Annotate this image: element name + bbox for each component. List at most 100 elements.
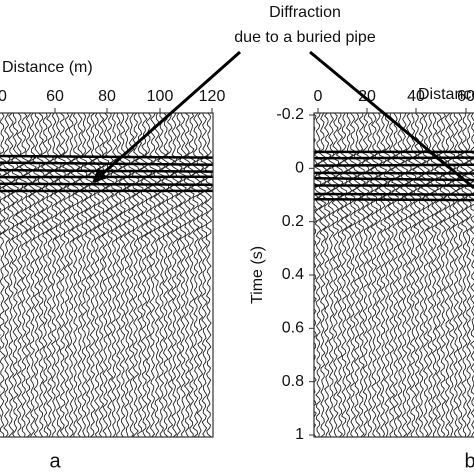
reflector — [314, 192, 474, 196]
x-tick-label: 0 — [314, 88, 323, 105]
trace — [2, 113, 12, 437]
trace — [138, 113, 150, 437]
trace — [369, 113, 379, 437]
trace — [57, 113, 67, 437]
trace — [394, 113, 406, 437]
trace — [36, 113, 46, 437]
trace — [459, 113, 470, 437]
trace — [411, 113, 423, 437]
y-tick-label: 0.6 — [282, 320, 304, 337]
trace — [44, 113, 55, 437]
trace — [390, 113, 401, 437]
x-axis-title: Distance (m) — [2, 59, 93, 76]
trace — [399, 113, 410, 437]
trace — [74, 113, 85, 437]
trace — [417, 113, 427, 437]
x-tick-label: 60 — [46, 88, 64, 105]
trace — [403, 113, 414, 437]
trace — [317, 113, 328, 437]
trace — [382, 113, 392, 437]
arrowhead — [92, 168, 108, 183]
trace — [339, 113, 349, 437]
y-axis-title: Time (s) — [249, 246, 266, 304]
trace — [351, 113, 363, 437]
trace — [79, 113, 89, 437]
x-axis-title: Distance (m) — [418, 86, 474, 103]
trace — [160, 113, 171, 437]
trace — [434, 113, 445, 437]
trace — [91, 113, 102, 437]
trace — [347, 113, 358, 437]
traces-b — [314, 113, 474, 437]
x-tick-label: 100 — [147, 88, 174, 105]
trace — [5, 113, 16, 437]
trace — [321, 113, 332, 437]
trace — [53, 113, 63, 437]
trace — [96, 113, 107, 437]
plot-frame-a — [0, 112, 214, 438]
y-tick-label: 0.2 — [282, 213, 304, 230]
trace — [18, 113, 30, 437]
trace — [152, 113, 163, 437]
trace — [164, 113, 176, 437]
trace — [122, 113, 132, 437]
trace — [447, 113, 457, 437]
trace — [134, 113, 146, 437]
trace — [314, 113, 324, 437]
trace — [105, 113, 115, 437]
trace — [373, 113, 384, 437]
trace — [169, 113, 180, 437]
trace — [425, 113, 436, 437]
trace — [378, 113, 388, 437]
annotation-line: Diffraction — [269, 4, 341, 21]
trace — [174, 113, 184, 437]
trace — [182, 113, 192, 437]
trace — [314, 113, 319, 437]
trace — [109, 113, 119, 437]
x-tick-label: 80 — [98, 88, 116, 105]
reflector — [314, 197, 474, 202]
trace — [437, 113, 448, 437]
trace — [31, 113, 42, 437]
trace — [126, 113, 137, 437]
reflector — [314, 156, 474, 160]
y-tick-label: 0.4 — [282, 266, 304, 283]
y-tick-label: -0.2 — [276, 106, 304, 123]
reflector — [0, 182, 213, 187]
y-tick-label: 0 — [295, 160, 304, 177]
reflector — [314, 177, 474, 182]
trace — [326, 113, 336, 437]
trace — [455, 113, 466, 437]
trace — [365, 113, 375, 437]
reflector — [0, 161, 213, 167]
trace — [156, 113, 167, 437]
trace — [468, 113, 474, 437]
trace — [14, 113, 25, 437]
trace — [131, 113, 141, 437]
trace — [186, 113, 196, 437]
trace — [330, 113, 340, 437]
reflector — [314, 163, 474, 167]
trace — [195, 113, 206, 437]
trace — [0, 113, 8, 437]
trace — [65, 113, 76, 437]
trace — [40, 113, 51, 437]
trace — [335, 113, 345, 437]
y-tick-label: 0.8 — [282, 373, 304, 390]
panel-label: a — [49, 450, 61, 472]
y-tick-label: 1 — [295, 426, 304, 443]
trace — [88, 113, 98, 437]
trace — [48, 113, 59, 437]
trace — [190, 113, 201, 437]
trace — [113, 113, 123, 437]
trace — [356, 113, 366, 437]
trace — [464, 113, 474, 437]
trace — [117, 113, 128, 437]
trace — [178, 113, 188, 437]
x-tick-label: 60 — [457, 88, 474, 105]
trace — [62, 113, 72, 437]
reflector — [314, 171, 474, 175]
trace — [407, 113, 418, 437]
annotation-line: due to a buried pipe — [234, 29, 376, 46]
